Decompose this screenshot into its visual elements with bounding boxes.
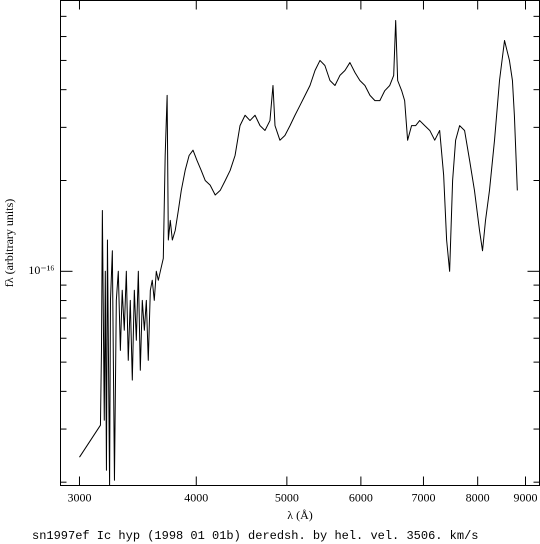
- x-tick-label: 5000: [275, 490, 299, 504]
- y-tick-label: 10⁻¹⁶: [28, 263, 54, 277]
- x-tick-label: 7000: [411, 490, 435, 504]
- caption: sn1997ef Ic hyp (1998 01 01b) deredsh. b…: [32, 529, 478, 543]
- y-axis-label: fλ (arbitrary units): [2, 199, 16, 287]
- x-axis-label: λ (Å): [287, 508, 312, 522]
- x-tick-label: 9000: [513, 490, 537, 504]
- x-tick-label: 3000: [67, 490, 91, 504]
- x-tick-label: 8000: [466, 490, 490, 504]
- x-tick-label: 4000: [184, 490, 208, 504]
- spectrum-line: [79, 20, 518, 486]
- plot-frame: [60, 0, 540, 486]
- x-tick-label: 6000: [349, 490, 373, 504]
